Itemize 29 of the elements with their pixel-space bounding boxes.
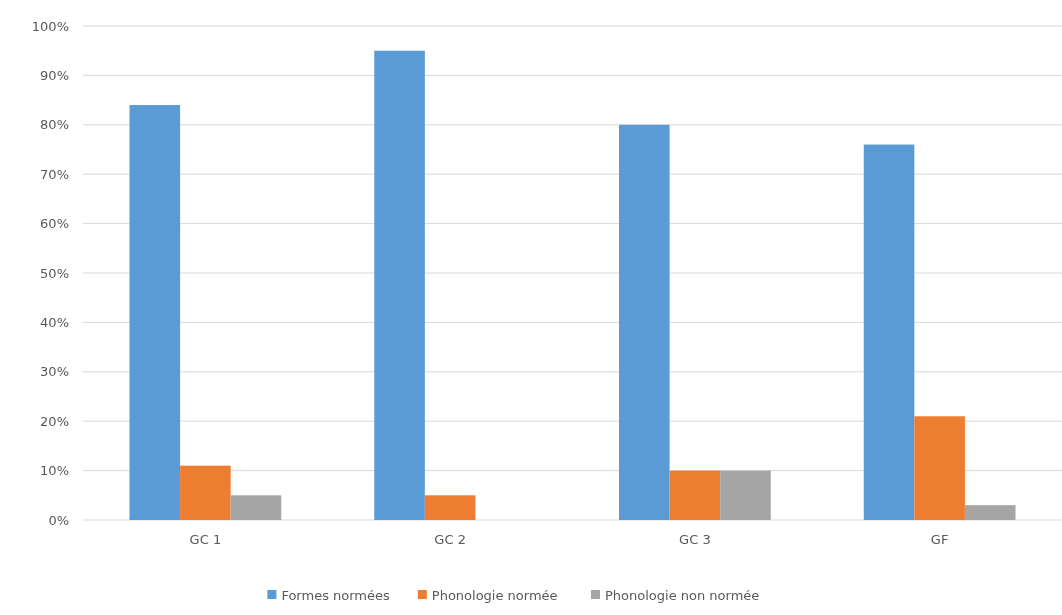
y-tick-label: 80% [40,117,69,133]
legend-label: Phonologie non normée [605,587,760,603]
y-tick-label: 30% [40,364,69,380]
bar [914,416,965,520]
bar [863,144,915,520]
y-tick-label: 90% [40,67,69,83]
bar [619,124,670,520]
x-tick-label: GC 1 [189,532,222,547]
bar [129,105,181,520]
bar [964,505,1016,520]
bar [374,50,425,520]
x-tick-label: GC 3 [679,532,711,547]
y-tick-label: 10% [40,463,69,479]
x-tick-label: GF [930,532,949,547]
y-tick-label: 70% [40,166,69,182]
legend-label: Phonologie normée [431,587,558,603]
y-tick-label: 40% [40,314,69,330]
bar [669,470,721,520]
y-tick-label: 20% [40,413,69,429]
x-tick-label: GC 2 [434,532,466,547]
bar [424,495,476,520]
y-tick-label: 0% [48,512,69,528]
bar [720,470,771,520]
y-tick-label: 60% [40,216,69,232]
y-tick-label: 100% [31,18,69,34]
bar [180,465,231,520]
bar [230,495,282,520]
legend-label: Formes normées [281,587,391,603]
y-tick-label: 50% [40,265,69,281]
